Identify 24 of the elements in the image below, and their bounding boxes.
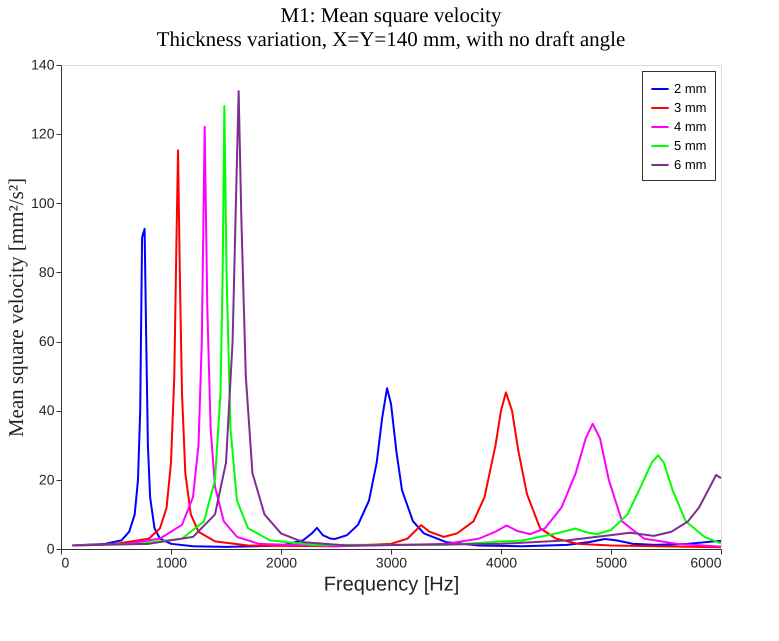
chart-subtitle: Thickness variation, X=Y=140 mm, with no draft angle [156, 27, 626, 51]
x-tick-label: 4000 [486, 554, 518, 570]
legend-label: 5 mm [674, 138, 706, 153]
y-tick-label: 140 [31, 56, 55, 72]
legend-label: 3 mm [674, 100, 706, 115]
y-tick-label: 20 [38, 471, 55, 488]
x-tick-label: 1000 [156, 554, 188, 570]
legend-label: 4 mm [674, 119, 706, 134]
x-axis-title: Frequency [Hz] [324, 574, 460, 596]
y-tick-label: 80 [38, 264, 55, 280]
chart-title: M1: Mean square velocity [280, 3, 502, 27]
x-tick-label: 0 [62, 554, 70, 570]
x-tick-label: 2000 [266, 554, 298, 570]
x-tick-label: 6000 [690, 554, 722, 570]
x-tick-label: 3000 [376, 554, 408, 570]
y-tick-label: 40 [38, 402, 55, 418]
y-axis-title: Mean square velocity [mm²/s²] [4, 178, 28, 438]
y-tick-label: 0 [46, 540, 55, 556]
y-tick-label: 60 [38, 333, 55, 350]
legend-label: 6 mm [674, 157, 706, 172]
y-tick-label: 120 [31, 126, 55, 142]
y-tick-label: 100 [31, 194, 55, 211]
legend-label: 2 mm [674, 81, 706, 96]
x-tick-label: 5000 [596, 554, 628, 570]
